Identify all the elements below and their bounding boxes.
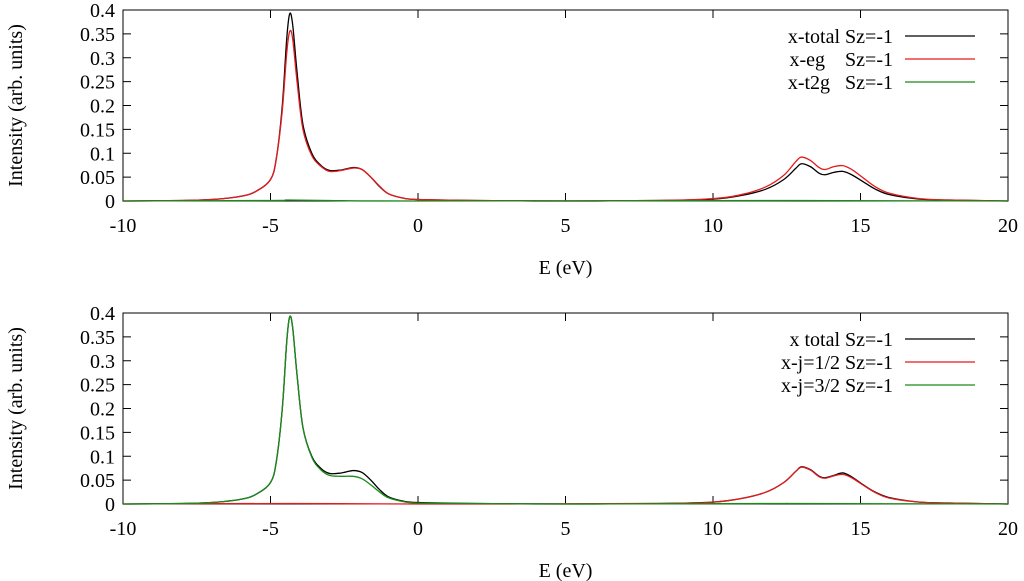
- legend-label-2: x-t2g Sz=-1: [788, 72, 893, 94]
- y-tick-label: 0.35: [80, 24, 115, 46]
- series-line-2: [122, 315, 1009, 505]
- y-tick-label: 0.35: [80, 327, 115, 349]
- top-panel: -10 -5 0 5 10 15 2000.050.10.150.20.250.30.350…: [5, 0, 1018, 279]
- y-tick-label: 0.25: [80, 72, 115, 94]
- series-line-2: [122, 199, 1009, 202]
- y-tick-label: 0.3: [90, 48, 115, 70]
- series-line-1: [122, 29, 1009, 202]
- x-tick-label: 0: [413, 518, 423, 540]
- x-tick-label: -5: [262, 518, 279, 540]
- y-tick-label: 0.05: [80, 470, 115, 492]
- y-tick-label: 0.15: [80, 119, 115, 141]
- y-tick-label: 0.05: [80, 167, 115, 189]
- y-tick-label: 0.2: [90, 96, 115, 118]
- x-tick-label: -5: [262, 215, 279, 237]
- x-tick-label: 0: [413, 215, 423, 237]
- y-tick-label: 0.25: [80, 375, 115, 397]
- x-tick-label: -10: [110, 215, 137, 237]
- y-tick-label: 0.4: [90, 303, 115, 325]
- x-tick-label: 15: [851, 215, 871, 237]
- x-tick-label: 10: [703, 215, 723, 237]
- x-tick-label: 15: [851, 518, 871, 540]
- bottom-panel: -10 -5 0 5 10 15 2000.050.10.150.20.250.30.350…: [5, 303, 1018, 581]
- y-axis-label: Intensity (arb. units): [5, 24, 27, 187]
- x-tick-label: 20: [998, 215, 1018, 237]
- legend-label-1: x-eg Sz=-1: [790, 49, 893, 71]
- y-tick-label: 0: [105, 494, 115, 516]
- y-axis-label: Intensity (arb. units): [5, 327, 27, 490]
- y-tick-label: 0.3: [90, 351, 115, 373]
- x-tick-label: 10: [703, 518, 723, 540]
- y-tick-label: 0.2: [90, 399, 115, 421]
- y-tick-label: 0.15: [80, 422, 115, 444]
- legend-label-2: x-j=3/2 Sz=-1: [781, 375, 893, 397]
- y-tick-label: 0.1: [90, 143, 115, 165]
- x-tick-label: -10: [110, 518, 137, 540]
- y-tick-label: 0.4: [90, 0, 115, 22]
- legend-label-0: x-total Sz=-1: [788, 26, 893, 48]
- y-tick-label: 0: [105, 191, 115, 213]
- x-tick-label: 5: [561, 215, 571, 237]
- x-tick-label: 20: [998, 518, 1018, 540]
- y-tick-label: 0.1: [90, 446, 115, 468]
- x-tick-label: 5: [561, 518, 571, 540]
- legend-label-1: x-j=1/2 Sz=-1: [781, 352, 893, 374]
- x-axis-label: E (eV): [539, 257, 593, 279]
- legend-label-0: x total Sz=-1: [790, 329, 894, 351]
- x-axis-label: E (eV): [539, 560, 593, 581]
